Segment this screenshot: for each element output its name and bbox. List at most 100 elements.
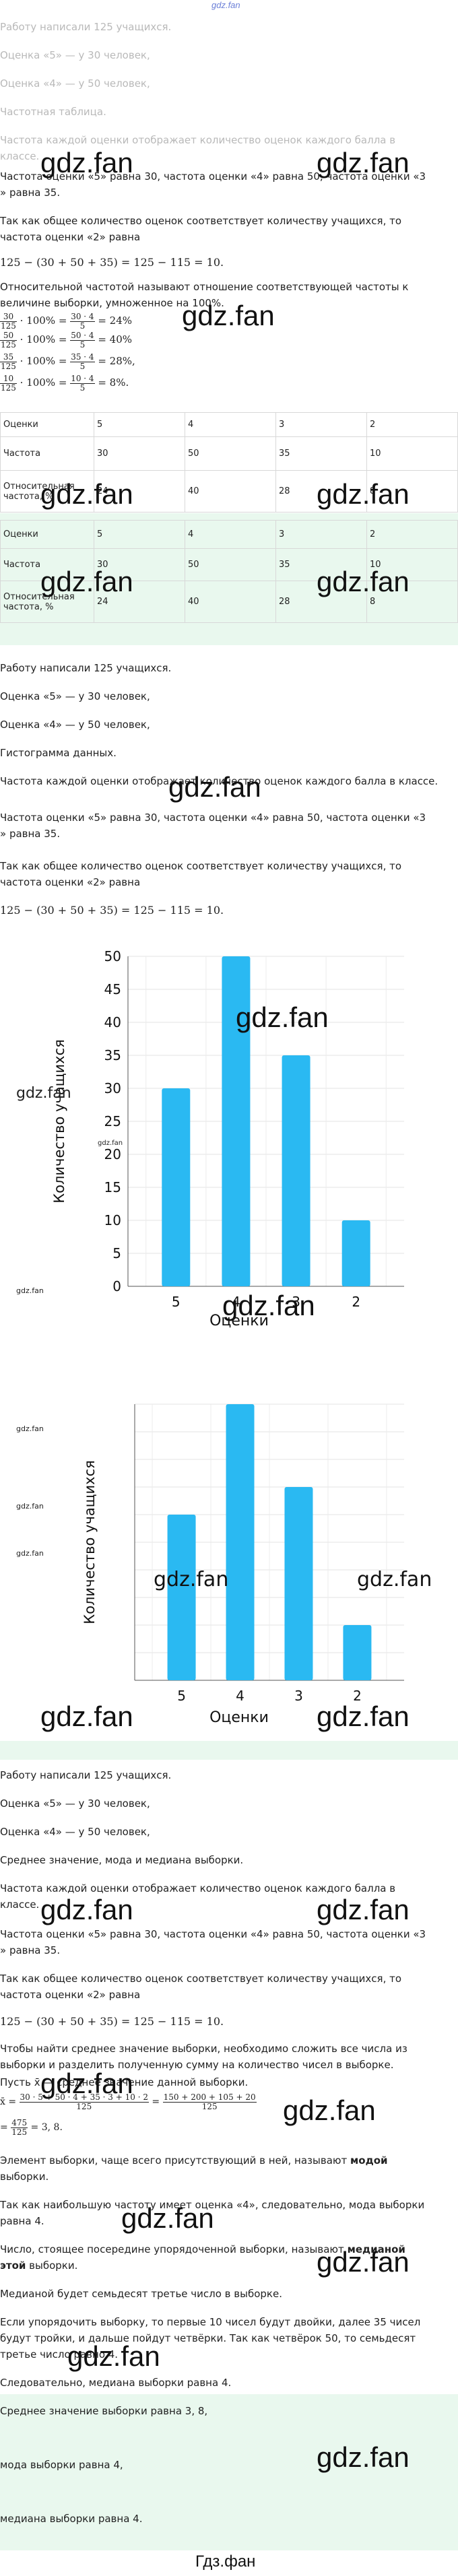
text-line: Так как общее количество оценок соответс… [0, 1973, 402, 1985]
faded-line: Оценка «5» — у 30 человек, [0, 49, 150, 61]
table-cell: 35 [275, 436, 367, 471]
y-tick-label: 30 [104, 1080, 121, 1096]
text-line: Частота оценки «5» равна 30, частота оце… [0, 812, 426, 824]
bar [162, 1088, 191, 1286]
table-header-cell: Частота [0, 548, 94, 581]
watermark: gdz.fan [317, 2246, 410, 2278]
watermark: gdz.fan [154, 1568, 228, 1591]
table-cell: 5 [94, 520, 185, 549]
watermark: gdz.fan [236, 1001, 329, 1033]
watermark: gdz.fan [283, 2094, 376, 2126]
text-line: Частота каждой оценки отображает количес… [0, 775, 438, 787]
bar [341, 1220, 370, 1286]
watermark: gdz.fan [182, 300, 275, 331]
watermark: gdz.fan [40, 566, 133, 597]
text-line: » равна 35. [0, 1944, 61, 1956]
bar [226, 1404, 255, 1680]
watermark: gdz.fan [317, 2441, 410, 2473]
text-line: Работу написали 125 учащихся. [0, 1769, 172, 1781]
table-cell: 8 [366, 470, 458, 513]
text-line: Частота оценки «5» равна 30, частота оце… [0, 170, 426, 183]
text-line: частота оценки «2» равна [0, 231, 141, 243]
text-line: Оценка «5» — у 30 человек, [0, 1797, 150, 1810]
text-line: величине выборки, умноженное на 100%. [0, 297, 224, 309]
table-cell: 3 [275, 520, 367, 549]
text-line: Оценка «5» — у 30 человек, [0, 690, 150, 702]
text-line: » равна 35. [0, 828, 61, 840]
table-cell: 50 [184, 436, 276, 471]
table-cell: 5 [94, 412, 185, 437]
watermark: gdz.fan [16, 1424, 44, 1433]
watermark: gdz.fan [40, 1894, 133, 1925]
answer-line: мода выборки равна 4, [0, 2459, 123, 2471]
bar [284, 1487, 313, 1680]
y-tick-label: 35 [104, 1047, 121, 1063]
y-tick-label: 50 [104, 948, 121, 964]
mean-result: = 475 125 = 3, 8. [0, 2117, 63, 2137]
x-tick-label: 2 [353, 1688, 362, 1704]
table-cell: 8 [366, 581, 458, 623]
y-tick-label: 10 [104, 1212, 121, 1228]
header-logo[interactable]: gdz.fan [211, 0, 240, 10]
text-line: Так как наибольшую частоту имеет оценка … [0, 2199, 425, 2211]
text-line: Так как общее количество оценок соответс… [0, 860, 402, 872]
histogram-chart: 5 4 3 2 Оценки Количество учащихся gdz.fan gdz.… [16, 1403, 432, 1726]
table-cell: 24 [94, 581, 185, 623]
text-line: будут тройки, и дальше пойдут четвёрки. … [0, 2332, 416, 2344]
table-cell: 28 [275, 581, 367, 623]
table-cell: 3 [275, 412, 367, 437]
formula: 125 − (30 + 50 + 35) = 125 − 115 = 10. [0, 256, 224, 269]
text-line: Медианой будет семьдесят третье число в … [0, 2288, 282, 2300]
table-cell: 40 [184, 470, 276, 513]
y-tick-label: 15 [104, 1179, 121, 1195]
table-cell: 2 [366, 520, 458, 549]
answer-block [0, 2394, 458, 2550]
faded-line: классе. [0, 150, 40, 162]
table-cell: 2 [366, 412, 458, 437]
text-line: выборки. [0, 2171, 49, 2183]
watermark: gdz.fan [317, 1700, 410, 1732]
x-tick-label: 5 [177, 1688, 186, 1704]
table-cell: 30 [94, 436, 185, 471]
y-tick-label: 20 [104, 1146, 121, 1162]
table-cell: 4 [184, 412, 276, 437]
watermark: gdz.fan [317, 478, 410, 510]
text-line: Относительной частотой называют отношени… [0, 281, 409, 293]
table-row: Оценки 5 4 3 2 [0, 412, 458, 437]
x-tick-label: 4 [232, 1294, 240, 1310]
watermark: gdz.fan [40, 478, 133, 510]
text-line: классе. [0, 1898, 40, 1911]
y-axis-label: Количество учащихся [81, 1460, 98, 1624]
text-line: Оценка «4» — у 50 человек, [0, 719, 150, 731]
table-row: Относительная частота, % 24 40 28 8 [0, 470, 458, 513]
watermark: gdz.fan [16, 1286, 44, 1295]
table-cell: 28 [275, 470, 367, 513]
watermark: gdz.fan [16, 1502, 44, 1511]
x-tick-label: 2 [352, 1294, 360, 1310]
y-tick-label: 45 [104, 981, 121, 997]
x-tick-label: 4 [236, 1688, 244, 1704]
text-line: равна 4. [0, 2215, 44, 2227]
histogram-chart: 0 5 10 15 20 25 30 35 40 45 50 5 4 3 2 Оценки Количество… [16, 948, 404, 1329]
y-tick-label: 5 [112, 1245, 121, 1261]
watermark: gdz.fan [16, 1549, 44, 1558]
bar [222, 956, 251, 1286]
bar [343, 1625, 372, 1680]
text-line: частота оценки «2» равна [0, 1989, 141, 2001]
answer-line: медиана выборки равна 4. [0, 2513, 143, 2525]
watermark: gdz.fan [40, 147, 133, 178]
text-line: Элемент выборки, чаще всего присутствующ… [0, 2154, 388, 2167]
text-line: Частота каждой оценки отображает количес… [0, 1882, 396, 1894]
table-header-cell: Частота [0, 436, 94, 471]
y-tick-label: 0 [112, 1278, 121, 1294]
watermark: gdz.fan [317, 566, 410, 597]
text-line: Гистограмма данных. [0, 747, 117, 759]
footer-watermark: Гдз.фан [195, 2552, 256, 2571]
table-cell: 10 [366, 436, 458, 471]
table-cell: 24 [94, 470, 185, 513]
table-cell: 40 [184, 581, 276, 623]
faded-line: Оценка «4» — у 50 человек, [0, 77, 150, 90]
watermark: gdz.fan [168, 771, 261, 803]
watermark: gdz.fan [40, 2068, 133, 2099]
